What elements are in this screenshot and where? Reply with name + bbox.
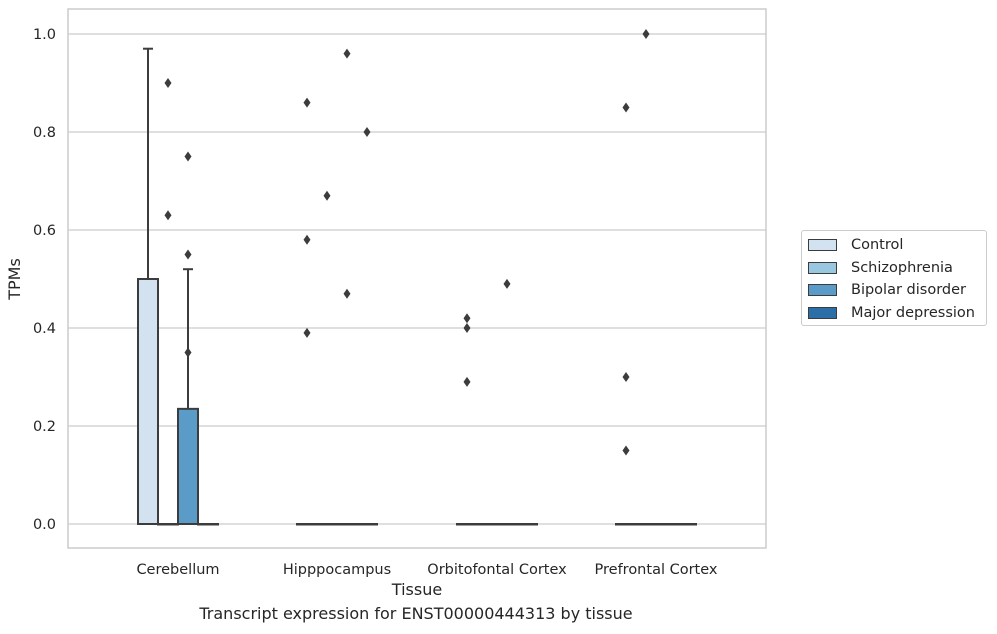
box [516,523,538,526]
box [137,47,159,525]
outlier-point [622,102,630,113]
outlier-point [303,327,311,338]
box-body [177,407,199,526]
plot-frame [67,8,767,549]
outlier-point [622,372,630,382]
outlier-point [463,376,471,387]
y-tick-label: 0.0 [33,517,56,533]
box [635,523,657,526]
outlier-point [323,190,331,201]
boxes [137,47,697,526]
x-tick-label: Hipppocampus [283,562,391,578]
legend-label: Control [851,237,904,253]
legend-label: Major depression [851,304,975,321]
outlier-point [343,48,351,59]
outlier-point [303,97,311,108]
outlier-point [184,151,192,162]
legend-swatch [808,239,837,251]
box [496,523,518,526]
outlier-points [164,29,650,456]
y-tick-label: 0.6 [33,223,56,239]
y-axis-label: TPMs [5,258,24,301]
box [296,523,318,526]
outlier-point [363,127,371,137]
y-tick-labels: 0.0 0.2 0.4 0.6 0.8 1.0 [33,27,56,533]
outlier-point [303,234,311,245]
outlier-point [184,347,192,358]
box [157,523,179,526]
legend-item: Schizophrenia [808,258,953,278]
legend-item: Bipolar disorder [808,280,966,300]
grid-lines [68,33,766,525]
outlier-point [164,78,172,88]
box [476,523,498,526]
legend-swatch [808,261,837,274]
outlier-point [343,288,351,299]
outlier-point [463,313,471,324]
outlier-point [503,278,511,289]
outlier-point [463,323,471,333]
x-axis-label: Tissue [391,580,442,599]
x-tick-labels: Cerebellum Hipppocampus Orbitofontal Corte… [136,562,717,578]
outlier-point [184,249,192,260]
legend: Control Schizophrenia Bipolar disorder Majo… [801,230,987,326]
chart-caption: Transcript expression for ENST0000044431… [199,604,633,623]
box [356,523,378,526]
legend-label: Schizophrenia [851,259,953,276]
y-tick-label: 0.8 [33,125,56,141]
x-tick-label: Prefrontal Cortex [595,562,718,578]
y-tick-label: 0.4 [33,321,56,337]
box [456,523,478,526]
box [336,523,358,526]
box [177,268,199,526]
x-tick-label: Cerebellum [136,562,219,578]
box-body [137,278,159,525]
legend-swatch [808,306,837,319]
x-tick-label: Orbitofontal Cortex [427,562,567,578]
legend-item: Major depression [808,303,975,323]
box [675,523,697,526]
legend-label: Bipolar disorder [851,282,966,298]
legend-item: Control [808,235,903,255]
box [655,523,677,526]
box [615,523,637,526]
box [316,523,338,526]
y-tick-label: 0.2 [33,419,56,435]
outlier-point [164,210,172,221]
legend-swatch [808,284,837,296]
outlier-point [622,445,630,456]
y-tick-label: 1.0 [33,27,56,43]
outlier-point [642,29,650,39]
box [197,523,219,526]
